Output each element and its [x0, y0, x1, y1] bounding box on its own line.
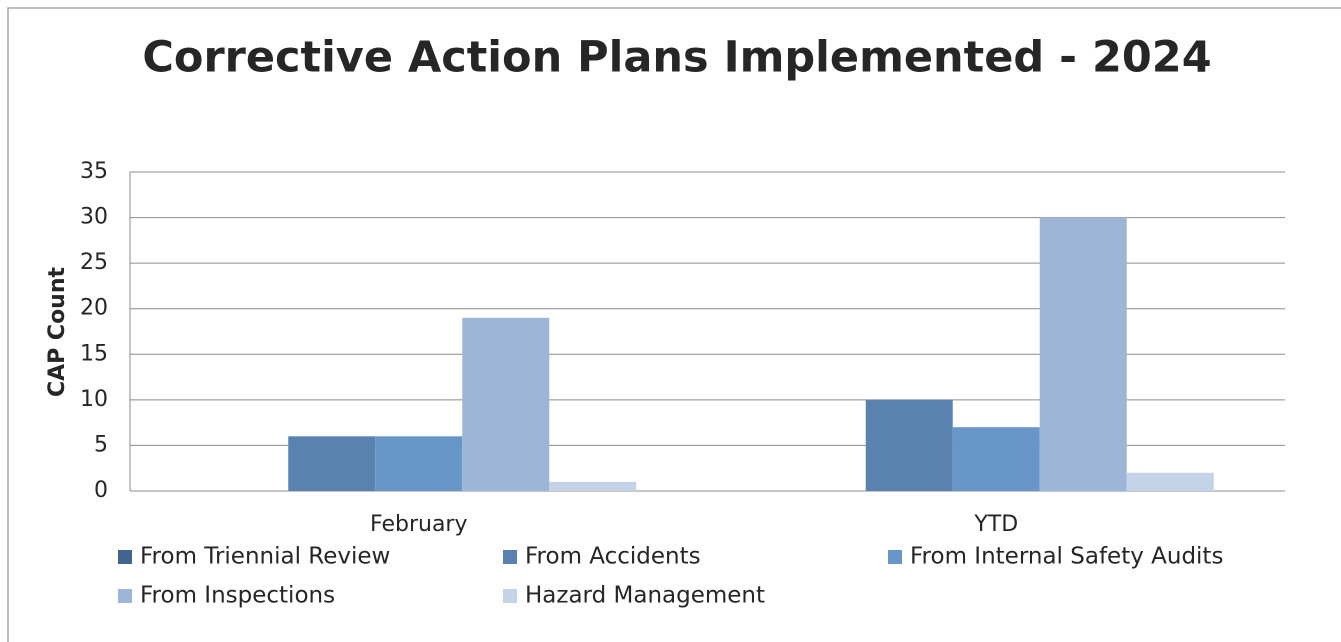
legend-swatch: [118, 589, 132, 603]
legend-swatch: [503, 550, 517, 564]
legend-swatch: [888, 550, 902, 564]
y-tick-label: 20: [80, 296, 108, 321]
bar: [375, 436, 463, 491]
y-tick-label: 25: [80, 250, 108, 275]
legend-label: From Inspections: [140, 583, 335, 609]
y-tick-label: 10: [80, 387, 108, 412]
bar: [1039, 217, 1127, 492]
y-axis-label: CAP Count: [45, 266, 70, 397]
bar: [1126, 472, 1214, 491]
y-tick-label: 5: [94, 432, 108, 457]
legend-label: From Accidents: [525, 544, 701, 570]
legend-swatch: [503, 589, 517, 603]
bar: [462, 317, 550, 491]
bar: [865, 399, 953, 491]
legend-label: From Internal Safety Audits: [910, 544, 1223, 570]
legend-label: From Triennial Review: [140, 544, 390, 570]
y-tick-label: 0: [94, 478, 108, 503]
y-tick-label: 15: [80, 341, 108, 366]
bar: [288, 436, 376, 491]
bar: [952, 427, 1040, 491]
x-tick-label: February: [370, 512, 468, 537]
y-tick-label: 35: [80, 159, 108, 184]
x-tick-label: YTD: [973, 512, 1018, 537]
chart-frame: [7, 7, 1341, 642]
legend-swatch: [118, 550, 132, 564]
bar: [549, 481, 637, 491]
legend-label: Hazard Management: [525, 583, 765, 609]
chart-title: Corrective Action Plans Implemented - 20…: [142, 33, 1211, 83]
y-tick-label: 30: [80, 205, 108, 230]
